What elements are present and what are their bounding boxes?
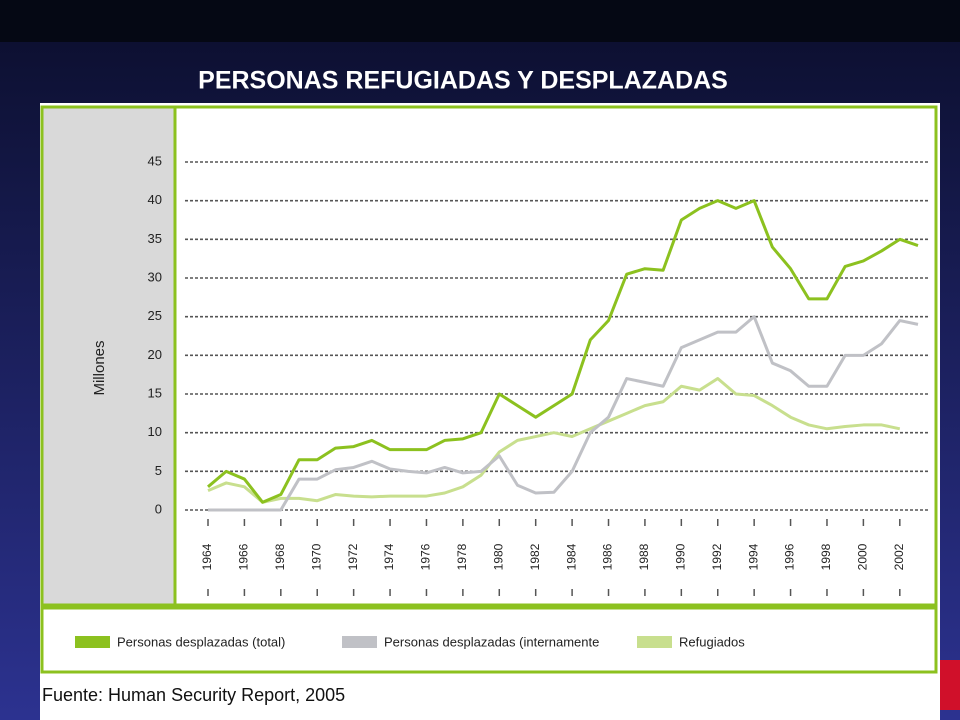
- chart-title: PERSONAS REFUGIADAS Y DESPLAZADAS: [198, 67, 728, 95]
- x-tick-label: 1964: [200, 543, 214, 570]
- x-tick-label: 1998: [819, 543, 833, 570]
- x-tick-label: 1990: [674, 543, 688, 570]
- x-tick-label: 1988: [637, 543, 651, 570]
- legend-swatch: [637, 636, 672, 648]
- x-tick-label: 1968: [273, 543, 287, 570]
- y-tick-label: 0: [155, 501, 162, 516]
- x-tick-label: 1992: [710, 543, 724, 570]
- x-tick-label: 1972: [346, 543, 360, 570]
- source: Fuente: Human Security Report, 2005: [42, 685, 345, 705]
- y-tick-label: 35: [148, 231, 162, 246]
- y-tick-label: 40: [148, 192, 162, 207]
- legend-swatch: [342, 636, 377, 648]
- top-bar: [0, 0, 960, 42]
- x-tick-label: 1996: [783, 543, 797, 570]
- y-tick-label: 5: [155, 463, 162, 478]
- chart-frame: [40, 105, 938, 607]
- y-tick-label: 25: [148, 308, 162, 323]
- label-column: [42, 107, 175, 605]
- x-tick-label: 1984: [564, 543, 578, 570]
- x-tick-label: 1994: [746, 543, 760, 570]
- x-tick-label: 1978: [455, 543, 469, 570]
- y-axis-label: Millones: [91, 340, 108, 395]
- x-tick-label: 1982: [528, 543, 542, 570]
- y-tick-label: 10: [148, 424, 162, 439]
- x-tick-label: 1986: [601, 543, 615, 570]
- x-tick-label: 1976: [419, 543, 433, 570]
- legend-frame: [40, 606, 938, 674]
- legend-label: Refugiados: [679, 634, 745, 649]
- series-line: [208, 315, 919, 512]
- legend-swatch: [75, 636, 110, 648]
- series-line: [207, 377, 901, 504]
- x-tick-label: 1980: [491, 543, 505, 570]
- y-tick-label: 45: [148, 153, 162, 168]
- y-tick-label: 20: [148, 347, 162, 362]
- logo: [940, 660, 960, 710]
- series-line: [207, 199, 919, 504]
- x-tick-label: 1970: [309, 543, 323, 570]
- x-tick-label: 2002: [892, 543, 906, 570]
- x-tick-label: 1966: [237, 543, 251, 570]
- x-tick-label: 2000: [856, 543, 870, 570]
- y-tick-label: 15: [148, 385, 162, 400]
- legend-label: Personas desplazadas (total): [117, 634, 285, 649]
- x-tick-label: 1974: [382, 543, 396, 570]
- legend-label: Personas desplazadas (internamente: [384, 634, 599, 649]
- y-tick-label: 30: [148, 269, 162, 284]
